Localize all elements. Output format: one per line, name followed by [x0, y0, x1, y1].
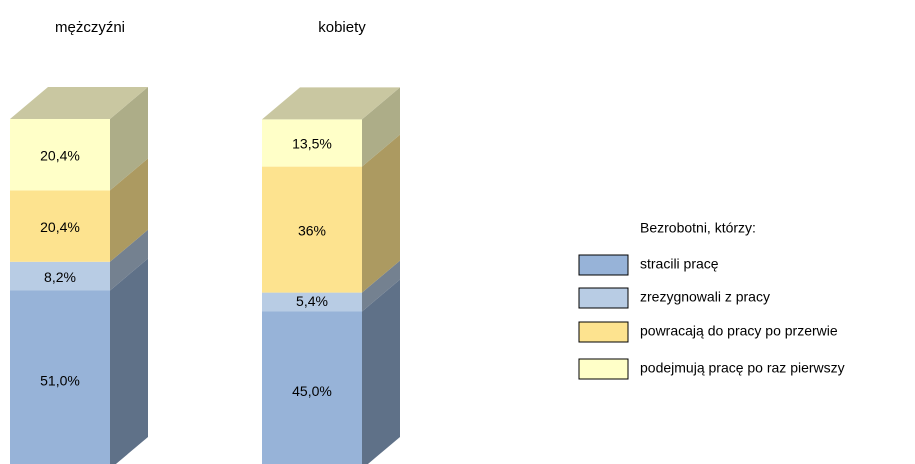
- category-label: kobiety: [318, 19, 366, 36]
- bar-top: [10, 87, 148, 119]
- bar-segment: [262, 119, 362, 167]
- value-label: 45,0%: [292, 383, 332, 399]
- legend-swatch: [578, 358, 629, 380]
- bar-segment-side: [110, 87, 148, 191]
- bar-segment: [10, 290, 110, 464]
- value-label: 20,4%: [40, 147, 80, 163]
- bar-segment: [10, 119, 110, 191]
- value-label: 51,0%: [40, 372, 80, 388]
- bar-segment-side: [110, 258, 148, 464]
- category-label: mężczyźni: [55, 19, 125, 36]
- legend-swatch: [578, 254, 629, 276]
- bar-segment: [262, 292, 362, 312]
- legend-label: podejmują pracę po raz pierwszy: [640, 360, 845, 376]
- bar-segment-side: [110, 158, 148, 262]
- bar-segment-side: [362, 134, 400, 293]
- legend-swatch: [578, 287, 629, 309]
- bar-segment: [10, 190, 110, 262]
- value-label: 20,4%: [40, 219, 80, 235]
- legend-label: powracają do pracy po przerwie: [640, 323, 838, 339]
- legend-swatch: [578, 321, 629, 343]
- bar-top: [262, 87, 400, 120]
- value-label: 5,4%: [296, 293, 328, 309]
- legend-label: zrezygnowali z pracy: [640, 289, 770, 305]
- legend-label: stracili pracę: [640, 256, 719, 272]
- value-label: 36%: [298, 222, 326, 238]
- bar-segment: [10, 261, 110, 291]
- value-label: 13,5%: [292, 136, 332, 152]
- bar-segment: [262, 311, 362, 464]
- bar-segment: [262, 166, 362, 293]
- bar-segment-side: [110, 229, 148, 291]
- bar-segment-side: [362, 279, 400, 464]
- bar-segment-side: [362, 260, 400, 312]
- value-label: 8,2%: [44, 269, 76, 285]
- bar-segment-side: [362, 87, 400, 167]
- legend-title: Bezrobotni, którzy:: [640, 220, 756, 236]
